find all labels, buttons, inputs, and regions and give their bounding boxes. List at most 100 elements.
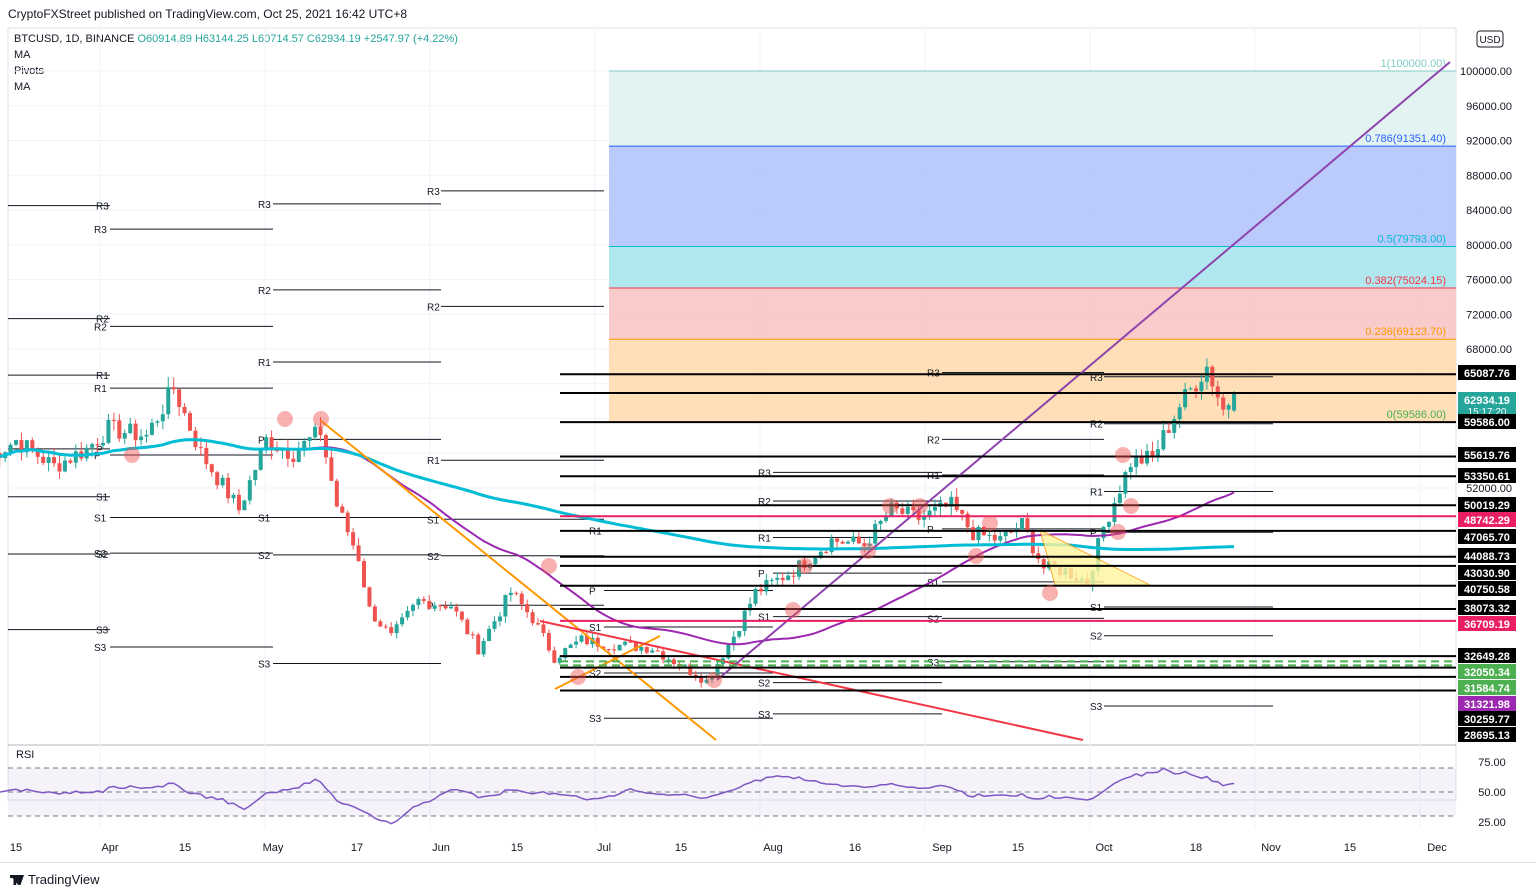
price-badge-text: 53350.61	[1464, 471, 1510, 483]
tradingview-logo-icon	[10, 875, 24, 885]
touch-point-marker	[968, 548, 984, 564]
price-badge-text: 48742.29	[1464, 515, 1510, 527]
tradingview-brand[interactable]: TradingView	[10, 872, 100, 887]
pivot-label: R1	[258, 358, 271, 369]
price-badge-text: 30259.77	[1464, 714, 1510, 726]
candle-body	[400, 617, 405, 625]
pivot-label: S3	[589, 714, 602, 725]
touch-point-marker	[1110, 524, 1126, 540]
candle-body	[769, 579, 774, 581]
touch-markers	[124, 411, 1139, 688]
candle-body	[965, 513, 970, 528]
candle-body	[584, 635, 589, 645]
price-tick-label: 72000.00	[1466, 309, 1512, 321]
candle-body	[416, 599, 421, 605]
indicator-ma-fast[interactable]: MA	[14, 49, 31, 61]
pivot-label: P	[96, 445, 103, 456]
candle-body	[19, 440, 24, 453]
candle-body	[443, 605, 448, 609]
candle-body	[987, 534, 992, 536]
time-tick-label: Dec	[1427, 842, 1447, 854]
pivot-label: R1	[94, 384, 107, 395]
pivot-label: R2	[758, 497, 771, 508]
candle-body	[204, 447, 209, 465]
fibonacci-retracement: 1(100000.00) 0.786(91351.40) 0.5(79793.00)…	[609, 58, 1456, 423]
candle-body	[1221, 397, 1226, 410]
candlesticks	[0, 358, 1237, 688]
candle-body	[1101, 526, 1106, 539]
candle-body	[617, 644, 622, 651]
price-badge	[1458, 664, 1516, 679]
candle-body	[1139, 456, 1144, 464]
candle-body	[824, 551, 829, 553]
pivot-label: S1	[94, 514, 107, 525]
price-badge-text: 50019.29	[1464, 500, 1510, 512]
indicator-ma-slow[interactable]: MA	[14, 81, 31, 93]
candle-body	[166, 387, 171, 415]
candle-body	[454, 606, 459, 612]
price-badge-text: 62934.19	[1464, 395, 1510, 407]
candle-body	[1096, 538, 1101, 571]
price-chart[interactable]: 1(100000.00) 0.786(91351.40) 0.5(79793.00)…	[0, 0, 1536, 862]
candle-body	[35, 449, 40, 457]
candle-body	[541, 624, 546, 634]
fib-level-label: 0.786(91351.40)	[1365, 133, 1446, 145]
candle-body	[231, 494, 236, 499]
candle-body	[177, 389, 182, 407]
candle-body	[144, 434, 149, 437]
rsi-line	[0, 767, 1235, 825]
candle-body	[1188, 388, 1193, 390]
pivot-label: P	[589, 587, 596, 598]
candle-body	[628, 641, 633, 643]
candle-body	[24, 440, 29, 453]
candle-body	[916, 510, 921, 520]
pivot-label: S2	[1090, 632, 1103, 643]
pivot-label: R1	[96, 371, 109, 382]
currency-badge[interactable]	[1476, 30, 1504, 48]
candle-body	[1150, 450, 1155, 456]
candle-body	[242, 500, 247, 511]
touch-point-marker	[570, 669, 586, 685]
candle-body	[122, 433, 127, 439]
pivot-label: S1	[589, 623, 602, 634]
candle-body	[264, 437, 269, 450]
symbol-line[interactable]: BTCUSD, 1D, BINANCE O60914.89 H63144.25 …	[14, 31, 458, 47]
pivot-label: R2	[927, 435, 940, 446]
rsi-pane: RSI 75.00 50.00 25.00	[0, 749, 1506, 829]
ohlc-values: O60914.89 H63144.25 L60714.57 C62934.19 …	[137, 33, 458, 45]
candle-body	[57, 463, 62, 472]
price-badge	[1458, 565, 1516, 580]
candle-body	[334, 480, 339, 507]
candle-body	[525, 604, 530, 613]
currency-label: USD	[1479, 35, 1500, 46]
time-tick-label: Apr	[101, 842, 118, 854]
price-badge	[1458, 447, 1516, 462]
fib-zone	[609, 71, 1456, 147]
candle-body	[362, 561, 367, 588]
time-tick-label: Sep	[932, 842, 952, 854]
candle-body	[1041, 559, 1046, 569]
rsi-title: RSI	[16, 749, 34, 761]
price-tick-label: 84000.00	[1466, 205, 1512, 217]
candle-body	[1155, 449, 1160, 456]
fib-zone	[609, 246, 1456, 288]
candle-body	[497, 616, 502, 622]
time-tick-label: 18	[1190, 842, 1202, 854]
candle-body	[149, 422, 154, 435]
price-badge	[1458, 529, 1516, 544]
candle-body	[633, 642, 638, 651]
pivot-label: R1	[427, 456, 440, 467]
candle-body	[704, 679, 709, 683]
candle-body	[775, 577, 780, 580]
touch-point-marker	[982, 515, 998, 531]
price-badge-text: 32050.34	[1464, 667, 1511, 679]
candle-body	[884, 516, 889, 521]
price-badge-text: 59586.00	[1464, 417, 1510, 429]
candle-body	[786, 575, 791, 581]
candle-body	[432, 605, 437, 609]
price-badge	[1458, 548, 1516, 563]
touch-point-marker	[1042, 585, 1058, 601]
candle-body	[133, 423, 138, 441]
candle-body	[563, 648, 568, 658]
candle-body	[1177, 407, 1182, 420]
